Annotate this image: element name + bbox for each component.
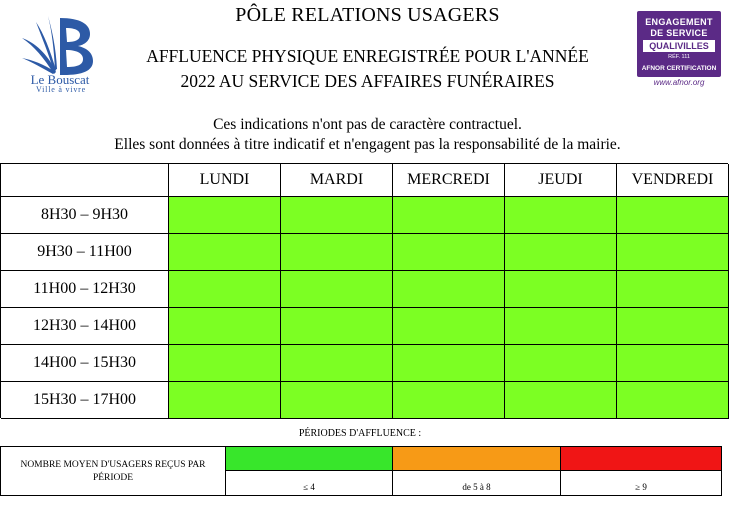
attendance-cell <box>393 382 505 419</box>
attendance-cell <box>393 197 505 234</box>
legend-divider <box>392 447 393 495</box>
attendance-grid: LUNDI MARDI MERCREDI JEUDI VENDREDI 8H30… <box>0 163 729 419</box>
attendance-cell <box>169 234 281 271</box>
attendance-cell <box>505 234 617 271</box>
attendance-cell <box>617 382 729 419</box>
legend-label-line-2: PÉRIODE <box>92 473 134 483</box>
logo-name: Le Bouscat <box>30 72 90 87</box>
attendance-cell <box>281 234 393 271</box>
attendance-cell <box>393 308 505 345</box>
attendance-cell <box>169 382 281 419</box>
attendance-cell <box>505 271 617 308</box>
qualivilles-badge: ENGAGEMENT DE SERVICE QUALIVILLES RÉF. 1… <box>637 11 721 77</box>
page-title: PÔLE RELATIONS USAGERS <box>235 4 500 26</box>
attendance-cell <box>281 382 393 419</box>
day-header: LUNDI <box>169 164 281 197</box>
time-slot: 11H00 – 12H30 <box>1 271 169 308</box>
attendance-cell <box>169 197 281 234</box>
periods-label: PÉRIODES D'AFFLUENCE : <box>298 428 422 439</box>
attendance-cell <box>169 345 281 382</box>
page-subtitle: AFFLUENCE PHYSIQUE ENREGISTRÉE POUR L'AN… <box>110 44 625 94</box>
attendance-cell <box>505 197 617 234</box>
legend-level-medium: de 5 à 8 <box>462 482 491 492</box>
disclaimer-line-2: Elles sont données à titre indicatif et … <box>114 136 621 153</box>
logo-tagline: Ville à vivre <box>36 85 86 94</box>
attendance-cell <box>505 345 617 382</box>
time-slot: 15H30 – 17H00 <box>1 382 169 419</box>
legend-divider <box>560 447 561 495</box>
grid-corner <box>1 164 169 197</box>
attendance-cell <box>617 345 729 382</box>
badge-url: www.afnor.org <box>653 78 705 87</box>
time-slot: 12H30 – 14H00 <box>1 308 169 345</box>
attendance-cell <box>617 271 729 308</box>
time-slot: 9H30 – 11H00 <box>1 234 169 271</box>
attendance-cell <box>393 234 505 271</box>
attendance-cell <box>617 308 729 345</box>
legend-row-label: NOMBRE MOYEN D'USAGERS REÇUS PAR PÉRIODE <box>1 447 226 495</box>
attendance-cell <box>169 308 281 345</box>
subtitle-line-2: 2022 AU SERVICE DES AFFAIRES FUNÉRAIRES <box>180 71 555 91</box>
badge-ref: RÉF. 111 <box>668 54 690 60</box>
attendance-cell <box>393 271 505 308</box>
day-header: MERCREDI <box>393 164 505 197</box>
legend-level-low: ≤ 4 <box>303 482 315 492</box>
badge-band: QUALIVILLES <box>643 40 715 52</box>
le-bouscat-logo <box>20 14 100 96</box>
legend-swatch-medium <box>393 447 560 471</box>
attendance-cell <box>281 308 393 345</box>
attendance-cell <box>505 382 617 419</box>
attendance-cell <box>281 345 393 382</box>
attendance-cell <box>505 308 617 345</box>
attendance-cell <box>169 271 281 308</box>
attendance-cell <box>393 345 505 382</box>
day-header: VENDREDI <box>617 164 729 197</box>
badge-line-2: DE SERVICE <box>650 28 708 38</box>
time-slot: 8H30 – 9H30 <box>1 197 169 234</box>
legend-level-high: ≥ 9 <box>635 482 647 492</box>
attendance-cell <box>617 234 729 271</box>
attendance-cell <box>281 271 393 308</box>
disclaimer: Ces indications n'ont pas de caractère c… <box>40 115 695 155</box>
day-header: MARDI <box>281 164 393 197</box>
day-header: JEUDI <box>505 164 617 197</box>
time-slot: 14H00 – 15H30 <box>1 345 169 382</box>
affluence-legend: NOMBRE MOYEN D'USAGERS REÇUS PAR PÉRIODE… <box>0 446 722 496</box>
attendance-cell <box>617 197 729 234</box>
subtitle-line-1: AFFLUENCE PHYSIQUE ENREGISTRÉE POUR L'AN… <box>146 46 589 66</box>
attendance-cell <box>281 197 393 234</box>
logo-emblem-icon <box>22 16 93 75</box>
disclaimer-line-1: Ces indications n'ont pas de caractère c… <box>213 116 522 133</box>
badge-line-1: ENGAGEMENT <box>645 17 713 27</box>
legend-swatch-low <box>226 447 392 471</box>
badge-cert: AFNOR CERTIFICATION <box>641 65 717 72</box>
legend-swatch-high <box>561 447 721 471</box>
legend-label-line-1: NOMBRE MOYEN D'USAGERS REÇUS PAR <box>20 460 206 470</box>
